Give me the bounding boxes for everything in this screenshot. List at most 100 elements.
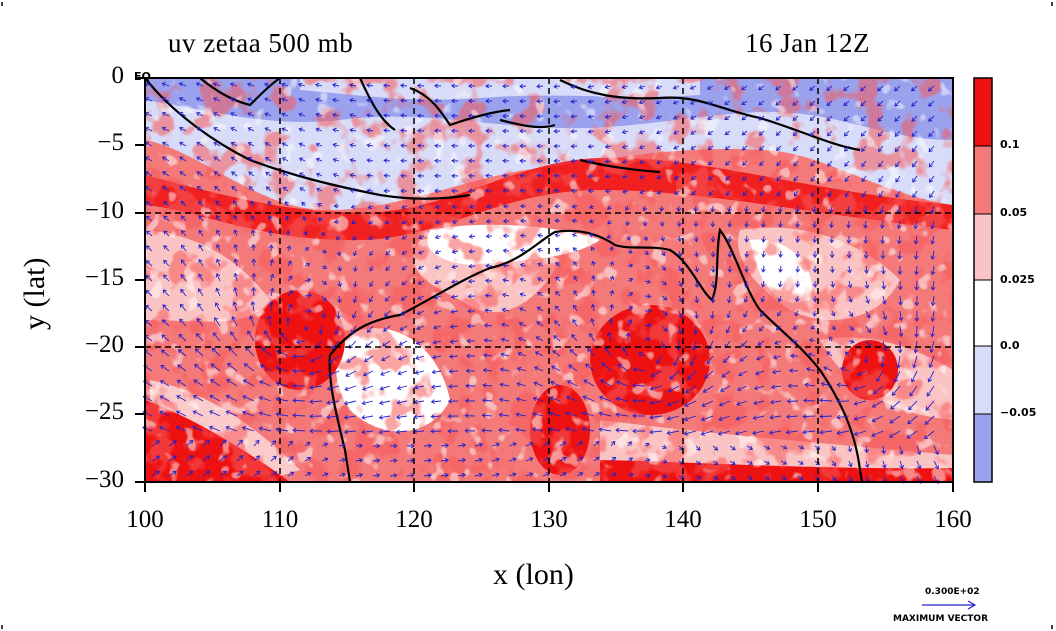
wind-vector [515,428,527,432]
wind-vector [244,363,255,372]
wind-vector [216,244,221,252]
wind-vector [402,235,408,240]
wind-vector [366,84,374,87]
wind-vector [770,415,782,419]
wind-vector [848,325,854,331]
wind-vector-head [451,204,457,209]
wind-vector [401,265,408,270]
colorbar-label: 0.025 [1000,273,1035,286]
wind-vector [236,455,243,462]
wind-vector-head [299,172,304,177]
wind-vector-head [307,472,312,477]
wind-vector [146,260,153,267]
wind-vector [251,301,255,312]
max-vector-label: MAXIMUM VECTOR [893,614,989,624]
wind-vector-head [829,336,834,341]
wind-vector [826,85,833,91]
wind-vector-head [929,193,934,198]
wind-vector [610,276,614,282]
wind-vector-head [433,324,438,330]
wind-vector [821,383,833,387]
wind-vector-head [215,200,220,205]
colorbar-swatch-0 [974,78,992,146]
max-vector-value: 0.300E+02 [925,587,980,597]
wind-vector [282,172,289,177]
wind-vector-head [196,156,201,161]
wind-vector-head [285,215,290,220]
wind-vector-head [881,449,887,455]
wind-vector-head [799,445,805,450]
wind-vector-head [468,248,473,254]
wind-vector-head [860,117,865,122]
wind-vector [406,459,415,462]
wind-vector-head [726,314,732,319]
wind-vector-head [587,347,592,353]
wind-vector [617,363,629,372]
x-tick-label: 110 [261,506,299,533]
wind-vector [878,145,884,152]
wind-vector-head [536,321,541,326]
wind-vector-head [315,112,320,118]
wind-vector-head [693,207,699,213]
wind-vector-head [554,305,560,310]
wind-vector-head [863,254,869,259]
wind-vector [214,156,221,162]
wind-vector [794,190,799,197]
wind-vector [639,115,646,119]
wind-vector [299,128,306,132]
wind-vector [261,347,272,357]
wind-vector [627,319,632,327]
wind-vector [915,235,918,244]
wind-vector [622,160,629,163]
wind-vector-head [189,470,194,475]
wind-vector [179,112,187,117]
wind-vector-head [434,173,439,179]
wind-vector-head [628,457,634,462]
wind-vector [656,100,663,104]
wind-vector-head [502,218,507,224]
wind-vector-head [172,440,177,445]
wind-vector-head [197,288,203,293]
wind-vector [250,315,255,327]
wind-vector-head [765,475,770,480]
wind-vector-head [627,441,632,446]
wind-vector-head [710,299,716,304]
wind-vector [707,115,714,120]
wind-vector-head [368,235,374,241]
wind-vector [299,187,306,192]
wind-vector-head [519,113,524,119]
wind-vector [718,430,731,435]
wind-vector [400,144,408,147]
wind-vector-head [553,335,558,340]
wind-vector [518,352,527,357]
wind-vector [321,310,325,318]
wind-vector-head [161,126,167,132]
wind-vector-head [362,386,367,391]
wind-vector [321,472,329,477]
wind-vector-head [177,349,183,354]
wind-vector [299,157,306,162]
wind-vector [792,115,799,121]
wind-vector-head [588,218,594,224]
wind-vector [192,426,204,432]
wind-vector [163,230,170,237]
wind-vector-head [179,141,184,146]
wind-vector-head [790,353,795,359]
wind-vector-head [565,426,570,432]
wind-vector-head [465,383,470,389]
wind-vector [335,325,340,335]
wind-vector-head [298,127,303,132]
wind-vector-head [914,271,919,276]
x-tick-label: 120 [395,506,433,533]
wind-vector-head [571,218,576,224]
wind-vector-head [367,204,373,210]
wind-vector-head [534,366,539,371]
wind-vector [610,457,616,462]
wind-vector [198,200,204,207]
wind-vector [673,85,680,89]
wind-vector [820,430,833,434]
wind-vector-head [744,268,749,273]
wind-vector [691,160,697,165]
wind-vector-head [198,215,203,220]
wind-vector [400,114,408,117]
